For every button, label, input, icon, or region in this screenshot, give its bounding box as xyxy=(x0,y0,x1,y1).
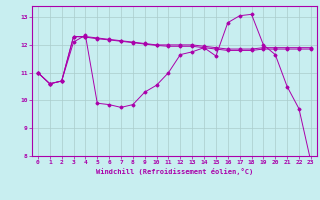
X-axis label: Windchill (Refroidissement éolien,°C): Windchill (Refroidissement éolien,°C) xyxy=(96,168,253,175)
